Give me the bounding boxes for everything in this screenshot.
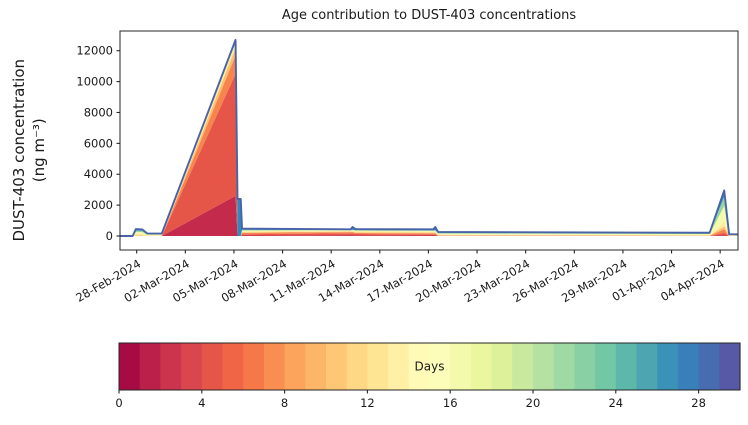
colorbar-segment	[636, 343, 658, 390]
colorbar-frame	[118, 342, 741, 391]
colorbar-segment	[181, 343, 203, 390]
colorbar-segment	[677, 343, 700, 390]
colorbar-tick-label: 24	[608, 396, 623, 410]
colorbar-segment	[160, 343, 182, 390]
colorbar-segment	[284, 343, 306, 390]
y-tick-label: 4000	[84, 167, 113, 181]
colorbar-segment	[326, 343, 348, 390]
colorbar-segment	[574, 343, 596, 390]
colorbar-segment	[201, 343, 224, 390]
y-tick-label: 2000	[84, 198, 113, 212]
chart-title: Age contribution to DUST-403 concentrati…	[281, 8, 577, 23]
colorbar-tick-label: 20	[526, 396, 541, 410]
y-tick-label: 6000	[84, 136, 113, 150]
colorbar-segment	[346, 343, 368, 390]
colorbar-tick-label: 0	[115, 396, 122, 410]
colorbar-tick-label: 8	[281, 396, 288, 410]
age-band-2	[120, 73, 738, 236]
colorbar-segment	[491, 343, 513, 390]
colorbar-tick-label: 28	[691, 396, 706, 410]
plot-area: 0 2000 4000 6000 8000 10000 12000 28-Feb-202402…	[73, 30, 739, 305]
colorbar: Days 0 4 8 12 16 20 24 28	[115, 342, 741, 410]
colorbar-tick-label: 4	[198, 396, 205, 410]
colorbar-segment	[533, 343, 555, 390]
colorbar-segment	[139, 343, 161, 390]
total-line	[120, 38, 738, 237]
y-tick-label: 10000	[76, 75, 113, 89]
total-concentration-line	[120, 38, 738, 237]
colorbar-segment	[119, 343, 141, 390]
colorbar-segment	[263, 343, 286, 390]
x-axis-ticks: 28-Feb-202402-Mar-202405-Mar-202408-Mar-…	[73, 250, 727, 305]
colorbar-segment	[553, 343, 575, 390]
stacked-age-layers	[120, 39, 738, 236]
colorbar-segment	[388, 343, 410, 390]
colorbar-tick-label: 16	[443, 396, 458, 410]
colorbar-segment	[305, 343, 327, 390]
colorbar-tick-label: 12	[360, 396, 375, 410]
y-axis-ticks: 0 2000 4000 6000 8000 10000 12000	[76, 44, 120, 243]
age-band-1	[120, 195, 738, 236]
y-tick-label: 0	[106, 229, 113, 243]
colorbar-segment	[243, 343, 265, 390]
colorbar-ticks: 0 4 8 12 16 20 24 28	[115, 390, 706, 410]
colorbar-segment	[450, 343, 472, 390]
colorbar-segment	[512, 343, 534, 390]
colorbar-segment	[657, 343, 679, 390]
colorbar-segment	[408, 343, 431, 390]
colorbar-title: Days	[415, 360, 445, 374]
colorbar-segment	[429, 343, 451, 390]
y-tick-label: 12000	[76, 44, 113, 58]
colorbar-segment	[615, 343, 638, 390]
colorbar-segment	[367, 343, 389, 390]
axes-frame	[119, 30, 739, 251]
y-tick-label: 8000	[84, 105, 113, 119]
colorbar-segment	[719, 343, 741, 390]
colorbar-segments	[119, 343, 741, 390]
colorbar-segment	[222, 343, 244, 390]
colorbar-segment	[595, 343, 617, 390]
colorbar-segment	[698, 343, 720, 390]
colorbar-segment	[470, 343, 493, 390]
